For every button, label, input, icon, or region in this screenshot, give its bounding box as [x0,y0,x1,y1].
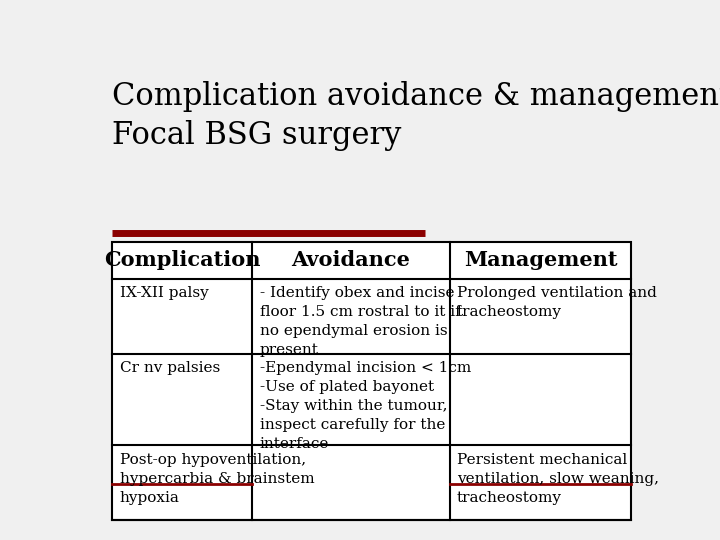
Text: Prolonged ventilation and
tracheostomy: Prolonged ventilation and tracheostomy [457,286,657,319]
Text: Cr nv palsies: Cr nv palsies [120,361,220,375]
Text: - Identify obex and incise
floor 1.5 cm rostral to it if
no ependymal erosion is: - Identify obex and incise floor 1.5 cm … [260,286,460,357]
Bar [112,241,631,520]
Text: -Ependymal incision < 1cm
-Use of plated bayonet
-Stay within the tumour,
inspec: -Ependymal incision < 1cm -Use of plated… [260,361,471,451]
Text: Management: Management [464,250,617,270]
Text: Avoidance: Avoidance [292,250,410,270]
Text: Post-op hypoventilation,
hypercarbia & brainstem
hypoxia: Post-op hypoventilation, hypercarbia & b… [120,453,314,505]
Text: Complication avoidance & management –
Focal BSG surgery: Complication avoidance & management – Fo… [112,82,720,151]
Text: IX-XII palsy: IX-XII palsy [120,286,208,300]
Text: Complication: Complication [104,250,261,270]
Text: Persistent mechanical
ventilation, slow weaning,
tracheostomy: Persistent mechanical ventilation, slow … [457,453,659,505]
